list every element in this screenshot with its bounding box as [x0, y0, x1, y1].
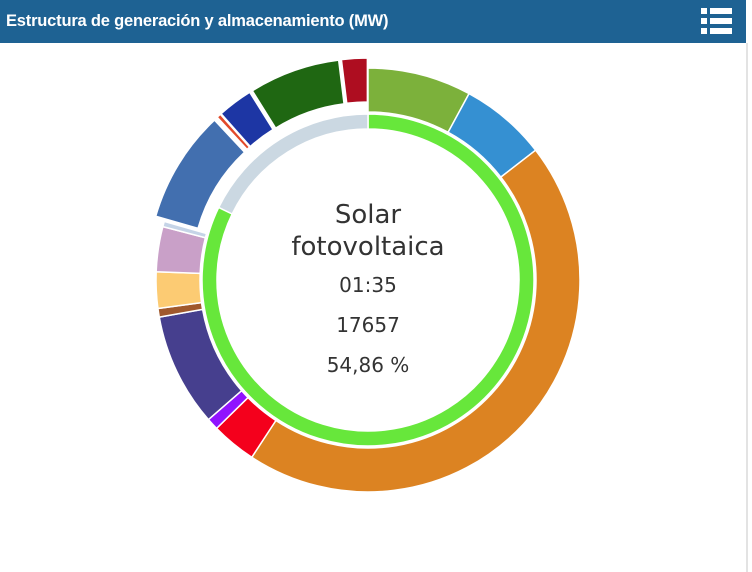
outer-slice-3[interactable] [251, 149, 581, 493]
outer-slice-16[interactable] [340, 57, 369, 105]
chart-header: Estructura de generación y almacenamient… [0, 0, 746, 43]
center-value: 17657 [336, 313, 400, 337]
center-time: 01:35 [339, 273, 397, 297]
center-name-line2: fotovoltaica [291, 232, 444, 262]
inner-ring [201, 113, 535, 447]
inner-slice-2[interactable] [217, 113, 369, 215]
outer-slice-14[interactable] [220, 91, 274, 148]
outer-slice-15[interactable] [251, 59, 345, 129]
panel-border [746, 43, 748, 572]
center-percent: 54,86 % [327, 353, 410, 377]
outer-slice-13[interactable] [216, 113, 251, 151]
outer-slice-10[interactable] [162, 220, 208, 239]
center-name-line1: Solar [335, 200, 402, 230]
list-menu-icon[interactable] [700, 6, 733, 36]
outer-slice-11[interactable] [154, 119, 246, 230]
outer-slice-8[interactable] [155, 270, 203, 310]
outer-ring [154, 57, 581, 493]
chart-title: Estructura de generación y almacenamient… [6, 12, 389, 30]
